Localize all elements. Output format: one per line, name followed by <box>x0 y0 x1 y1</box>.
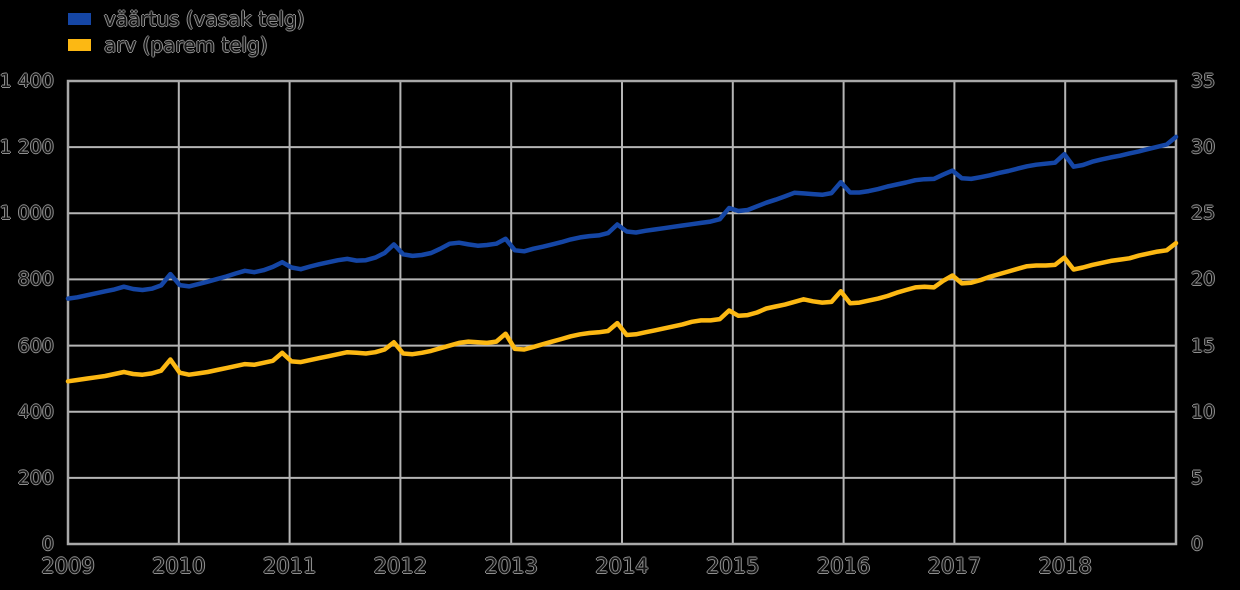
legend-item-arv: arv (parem telg) <box>68 32 305 58</box>
y-axis-tick-left: 600 <box>17 334 54 357</box>
y-axis-tick-right: 0 <box>1191 533 1204 555</box>
y-axis-tick-right: 35 <box>1191 70 1216 92</box>
y-axis-tick-left: 800 <box>17 268 54 291</box>
y-axis-tick-left: 200 <box>17 466 54 489</box>
y-axis-tick-left: 0 <box>41 533 54 555</box>
legend-label-arv: arv (parem telg) <box>104 33 268 57</box>
y-axis-tick-right: 30 <box>1191 136 1216 159</box>
y-axis-tick-left: 1 400 <box>0 70 54 92</box>
chart-legend: väärtus (vasak telg) arv (parem telg) <box>68 6 305 58</box>
x-axis-tick: 2010 <box>152 554 206 578</box>
legend-swatch-vaartus <box>68 13 91 25</box>
y-axis-tick-right: 10 <box>1191 400 1216 423</box>
y-axis-tick-right: 20 <box>1191 268 1216 291</box>
legend-item-vaartus: väärtus (vasak telg) <box>68 6 305 32</box>
x-axis-tick: 2013 <box>484 554 538 578</box>
y-axis-tick-left: 1 000 <box>0 202 54 225</box>
x-axis-tick: 2014 <box>595 554 649 578</box>
y-axis-tick-left: 400 <box>17 400 54 423</box>
plot-border <box>66 79 1178 546</box>
y-axis-tick-left: 1 200 <box>0 136 54 159</box>
x-axis-tick: 2017 <box>927 554 982 578</box>
y-axis-tick-right: 15 <box>1191 334 1216 357</box>
x-axis-tick: 2018 <box>1038 554 1092 578</box>
x-axis-tick: 2015 <box>706 554 760 578</box>
x-axis-tick: 2011 <box>262 554 317 578</box>
x-axis-tick: 2012 <box>373 554 428 578</box>
legend-label-vaartus: väärtus (vasak telg) <box>104 7 305 31</box>
y-axis-tick-right: 5 <box>1191 466 1204 489</box>
x-axis-tick: 2016 <box>816 554 871 578</box>
y-axis-tick-right: 25 <box>1191 202 1216 225</box>
legend-swatch-arv <box>68 39 91 51</box>
series-line-arv <box>65 240 1179 384</box>
x-axis-tick: 2009 <box>41 554 95 578</box>
series-line-vaartus <box>65 134 1179 301</box>
